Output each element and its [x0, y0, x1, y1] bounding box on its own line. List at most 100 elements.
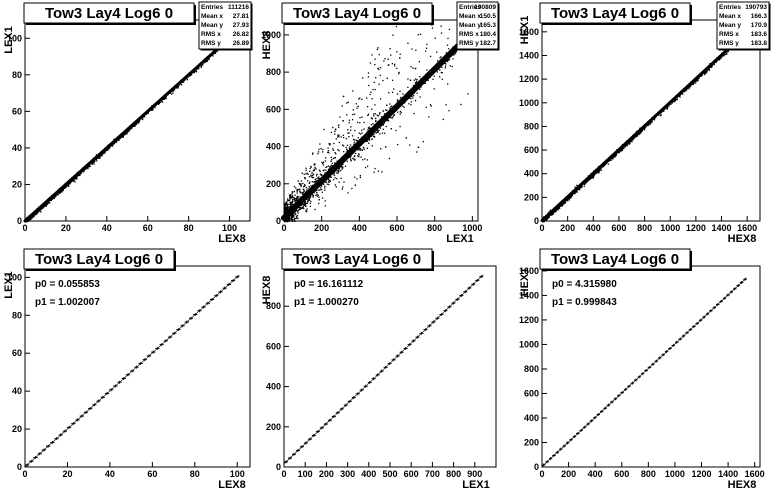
stats-key: Entries	[459, 4, 481, 11]
scatter-point	[365, 140, 367, 143]
scatter-point	[37, 212, 39, 214]
scatter-point	[325, 181, 327, 183]
scatter-point	[306, 202, 308, 205]
scatter-point	[704, 72, 706, 75]
scatter-point	[375, 117, 377, 120]
scatter-point	[79, 174, 81, 177]
scatter-point	[358, 147, 361, 150]
scatter-point	[292, 213, 294, 215]
scatter-point	[636, 134, 639, 137]
scatter-point	[411, 95, 413, 98]
scatter-point	[358, 154, 360, 156]
scatter-point	[317, 151, 320, 153]
scatter-point	[369, 127, 371, 129]
scatter-point	[325, 166, 328, 168]
scatter-point	[562, 203, 564, 205]
scatter-point	[289, 206, 292, 208]
scatter-point	[316, 195, 319, 197]
scatter-point	[284, 220, 286, 222]
scatter-point	[296, 190, 298, 192]
scatter-point	[66, 185, 68, 188]
panel-3: 0 200 400 600 800 1000 1200 1400 160002004006008…	[519, 1, 771, 245]
scatter-point	[101, 154, 103, 156]
scatter-point	[338, 126, 340, 128]
scatter-point	[96, 160, 98, 162]
scatter-point	[359, 97, 361, 99]
scatter-point	[333, 172, 336, 174]
y-tick-label: 1400	[519, 50, 539, 60]
scatter-point	[358, 155, 360, 158]
scatter-point	[284, 207, 286, 209]
scatter-point	[290, 218, 292, 220]
scatter-point	[49, 202, 51, 204]
scatter-point	[439, 57, 441, 59]
scatter-point	[312, 176, 314, 179]
scatter-point	[172, 92, 174, 94]
scatter-point	[336, 160, 338, 162]
scatter-point	[412, 97, 414, 99]
scatter-point	[301, 203, 303, 205]
scatter-point	[399, 113, 401, 115]
scatter-point	[310, 165, 312, 168]
scatter-point	[382, 110, 384, 112]
y-tick-label: 100	[7, 33, 22, 43]
scatter-point	[363, 121, 365, 124]
scatter-point	[302, 207, 304, 209]
scatter-point	[319, 189, 321, 191]
title-box	[281, 2, 433, 24]
scatter-point	[392, 34, 394, 36]
scatter-point	[338, 167, 341, 170]
scatter-point	[301, 172, 303, 174]
scatter-point	[446, 60, 449, 63]
scatter-point	[291, 215, 293, 217]
scatter-point	[410, 97, 412, 100]
scatter-point	[343, 181, 345, 183]
scatter-point	[312, 184, 314, 187]
scatter-point	[177, 85, 179, 88]
scatter-point	[29, 217, 32, 220]
scatter-point	[287, 199, 289, 202]
scatter-point	[120, 136, 122, 139]
scatter-point	[620, 148, 623, 151]
scatter-point	[679, 96, 681, 98]
stats-value: 27.81	[233, 13, 250, 20]
scatter-point	[285, 204, 287, 206]
scatter-point	[320, 147, 322, 150]
scatter-point	[706, 70, 708, 72]
scatter-point	[432, 78, 434, 80]
scatter-point	[436, 71, 438, 73]
scatter-point	[349, 146, 351, 148]
scatter-point	[42, 206, 44, 209]
scatter-point	[332, 126, 334, 129]
scatter-point	[284, 209, 286, 211]
scatter-point	[143, 115, 146, 118]
scatter-point	[666, 107, 669, 109]
scatter-point	[290, 203, 292, 205]
scatter-point	[369, 93, 371, 96]
scatter-point	[386, 104, 388, 106]
y-tick-label: 60	[12, 106, 22, 116]
scatter-point	[346, 144, 349, 146]
scatter-point	[284, 210, 286, 212]
scatter-point	[332, 179, 335, 181]
stats-value: 165.3	[480, 22, 497, 29]
scatter-point	[600, 167, 602, 169]
scatter-point	[33, 216, 35, 218]
scatter-point	[322, 148, 324, 151]
scatter-point	[363, 128, 365, 130]
scatter-point	[366, 106, 369, 108]
scatter-point	[352, 138, 355, 141]
scatter-point	[200, 65, 203, 67]
scatter-point	[727, 50, 730, 52]
scatter-point	[364, 158, 366, 160]
scatter-point	[316, 191, 318, 194]
scatter-point	[93, 161, 95, 164]
scatter-point	[122, 135, 125, 137]
scatter-point	[350, 160, 352, 162]
y-tick-label: 1200	[519, 74, 539, 84]
scatter-point	[293, 196, 295, 199]
stats-value: 190809	[474, 4, 496, 11]
scatter-point	[290, 196, 292, 198]
scatter-point	[441, 78, 443, 80]
scatter-point	[301, 193, 304, 195]
